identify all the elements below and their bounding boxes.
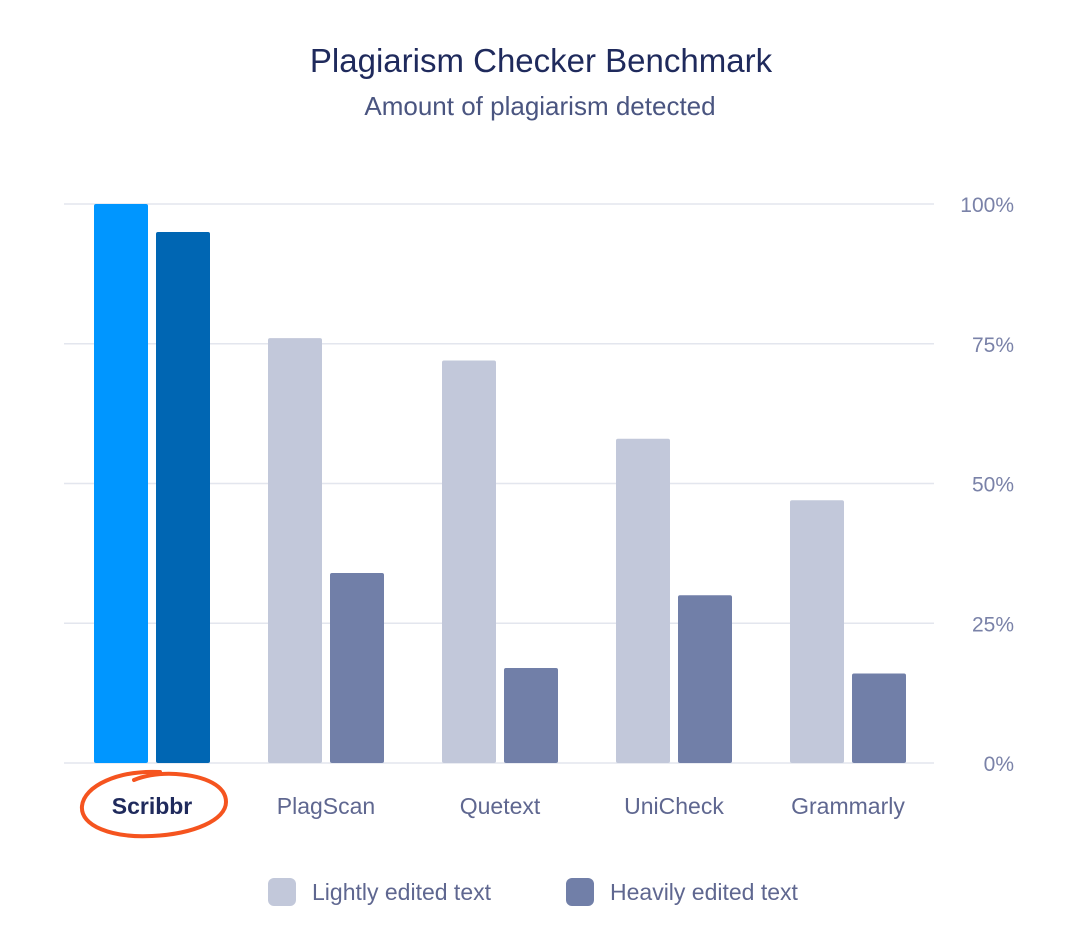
legend-label: Heavily edited text: [610, 879, 799, 905]
x-category-label: Quetext: [460, 793, 541, 819]
y-tick-label: 100%: [960, 194, 1014, 217]
x-axis-categories: Scribbr PlagScan Quetext UniCheck Grammarly: [79, 769, 905, 839]
bar-scribbr-heavily-edited: [156, 231, 210, 763]
bar-unicheck-lightly-edited: [616, 438, 670, 763]
bars: [94, 204, 906, 763]
chart-title: Plagiarism Checker Benchmark: [310, 42, 773, 79]
bar-unicheck-heavily-edited: [678, 595, 732, 763]
legend-item-heavily-edited: Heavily edited text: [566, 878, 799, 906]
legend-swatch-icon: [268, 878, 296, 906]
bar-plagscan-heavily-edited: [330, 572, 384, 763]
bar-grammarly-lightly-edited: [790, 500, 844, 763]
chart-subtitle: Amount of plagiarism detected: [364, 91, 715, 121]
y-tick-label: 0%: [984, 753, 1014, 776]
x-category-label: UniCheck: [624, 793, 724, 819]
bar-quetext-lightly-edited: [442, 360, 496, 763]
bar-grammarly-heavily-edited: [852, 673, 906, 763]
y-tick-label: 25%: [972, 613, 1014, 636]
legend-label: Lightly edited text: [312, 879, 492, 905]
legend-item-lightly-edited: Lightly edited text: [268, 878, 492, 906]
bar-scribbr-lightly-edited: [94, 204, 148, 763]
bar-quetext-heavily-edited: [504, 667, 558, 763]
bar-plagscan-lightly-edited: [268, 338, 322, 763]
y-tick-label: 50%: [972, 474, 1014, 497]
legend-swatch-icon: [566, 878, 594, 906]
x-category-label: Grammarly: [791, 793, 905, 819]
y-axis-ticks: 0% 25% 50% 75% 100%: [960, 194, 1014, 776]
y-tick-label: 75%: [972, 334, 1014, 357]
x-category-label: Scribbr: [112, 793, 193, 819]
legend: Lightly edited text Heavily edited text: [268, 878, 799, 906]
highlight-circle-icon: [79, 769, 228, 839]
x-category-label: PlagScan: [277, 793, 375, 819]
